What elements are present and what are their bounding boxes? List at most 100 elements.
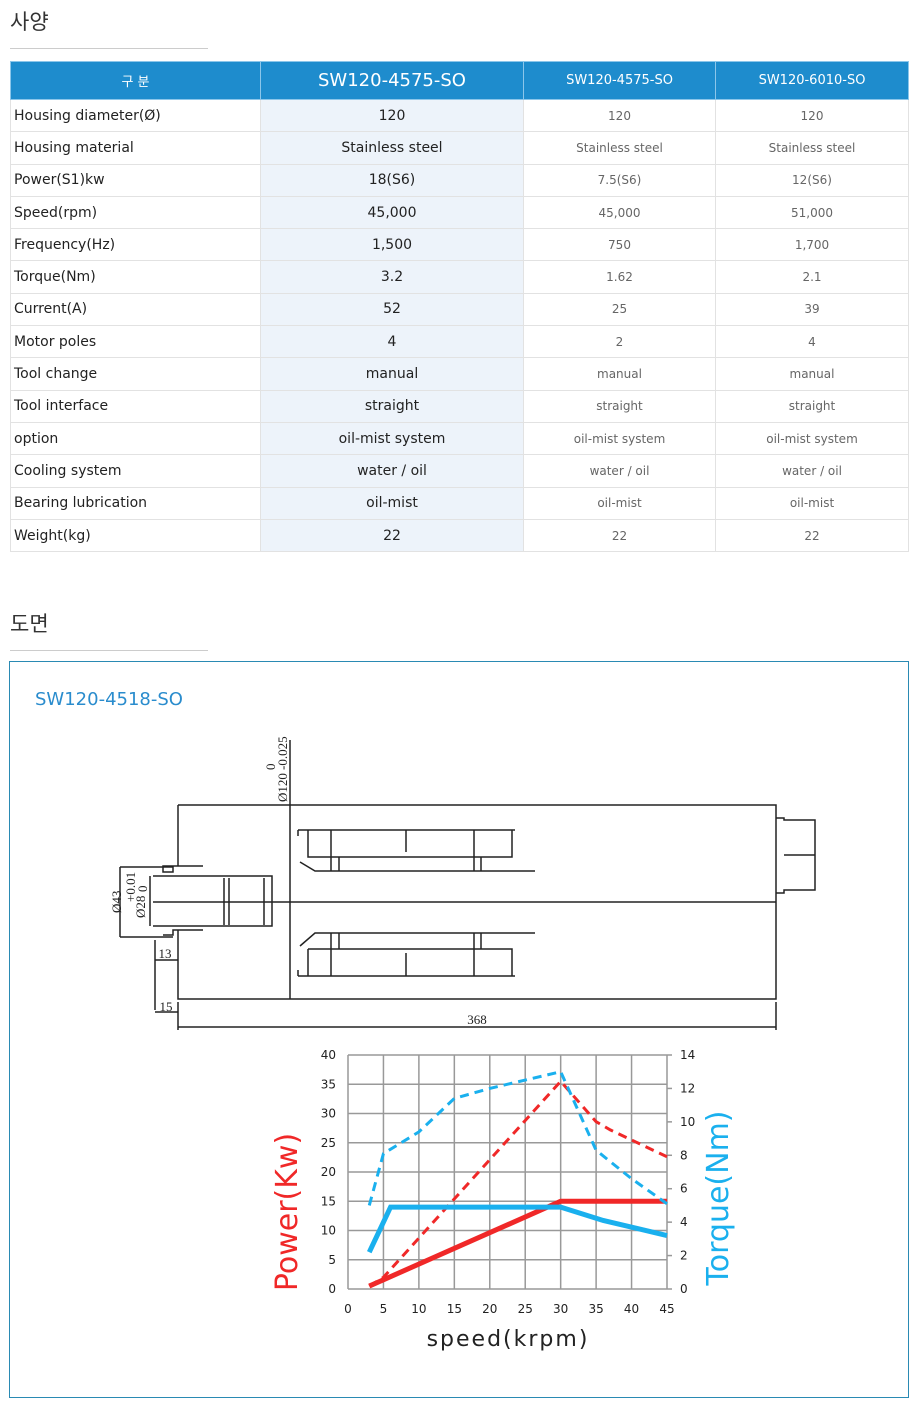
x-tick-label: 25: [518, 1302, 533, 1316]
y2-tick-label: 4: [680, 1215, 688, 1229]
spec-table: 구 분 SW120-4575-SO SW120-4575-SO SW120-60…: [10, 61, 909, 553]
drawing-section-title: 도면: [10, 612, 49, 636]
cell-value: 45,000: [260, 195, 524, 230]
cell-value: Stainless steel: [260, 131, 524, 165]
cell-value: 7.5(S6): [523, 163, 716, 197]
cell-value: oil-mist: [523, 486, 716, 520]
drawing-panel: [9, 661, 909, 1398]
cell-value: 120: [523, 98, 716, 133]
row-label: Bearing lubrication: [10, 486, 261, 520]
cell-value: 2.1: [715, 260, 909, 294]
row-label: Housing material: [10, 131, 261, 165]
header-model-2: SW120-4575-SO: [523, 61, 716, 100]
dim-d43: Ø43: [109, 891, 124, 913]
x-tick-label: 15: [447, 1302, 462, 1316]
cell-value: manual: [260, 357, 524, 391]
table-row: Bearing lubrication oil-mist oil-mist oil-m…: [10, 486, 909, 520]
y2-tick-label: 10: [680, 1115, 695, 1129]
cell-value: manual: [715, 357, 909, 391]
y-tick-label: 40: [321, 1048, 336, 1062]
x-tick-label: 10: [411, 1302, 426, 1316]
cell-value: 2: [523, 325, 716, 359]
cell-value: oil-mist: [260, 486, 524, 520]
cell-value: 3.2: [260, 260, 524, 294]
dim-d120-tol: -0.025: [275, 736, 290, 770]
y2-tick-label: 6: [680, 1182, 688, 1196]
dim-13: 13: [159, 946, 172, 961]
y2-tick-label: 2: [680, 1249, 688, 1263]
y-tick-label: 25: [321, 1136, 336, 1150]
y-tick-label: 5: [328, 1253, 336, 1267]
y-tick-label: 0: [328, 1282, 336, 1296]
y-tick-label: 20: [321, 1165, 336, 1179]
cell-value: oil-mist system: [260, 421, 524, 456]
table-header-row: 구 분 SW120-4575-SO SW120-4575-SO SW120-60…: [10, 61, 909, 100]
row-label: Cooling system: [10, 454, 261, 488]
table-row: Current(A) 52 25 39: [10, 292, 909, 327]
x-tick-label: 5: [380, 1302, 388, 1316]
divider: [10, 48, 208, 49]
y2-tick-label: 12: [680, 1081, 695, 1095]
y2-tick-label: 0: [680, 1282, 688, 1296]
cell-value: 52: [260, 292, 524, 327]
dim-d28-tol: 0: [135, 886, 150, 893]
dim-d120-tol-top: 0: [263, 764, 278, 771]
cell-value: oil-mist: [715, 486, 909, 520]
cell-value: Stainless steel: [523, 131, 716, 165]
y2-tick-label: 14: [680, 1048, 695, 1062]
x-tick-label: 30: [553, 1302, 568, 1316]
power-solid-line: [368, 1198, 667, 1289]
y-axis-label: Power(Kw): [270, 1133, 305, 1291]
spindle-outline: [119, 740, 816, 1030]
x-axis-label: speed(krpm): [427, 1327, 590, 1352]
torque-solid-line: [367, 1204, 668, 1254]
dim-15: 15: [160, 999, 173, 1014]
cell-value: oil-mist system: [523, 421, 716, 456]
y-tick-label: 35: [321, 1077, 336, 1091]
x-tick-label: 35: [588, 1302, 603, 1316]
header-model-3: SW120-6010-SO: [715, 61, 909, 100]
row-label: Frequency(Hz): [10, 228, 261, 262]
cell-value: 4: [260, 325, 524, 359]
header-model-main: SW120-4575-SO: [260, 61, 524, 100]
dim-368: 368: [467, 1012, 487, 1027]
cell-value: water / oil: [260, 454, 524, 488]
dim-d28-tol-top: +0.01: [123, 872, 138, 902]
y-tick-label: 15: [321, 1194, 336, 1208]
dim-d120: Ø120: [275, 773, 290, 802]
table-row: Tool interface straight straight straight: [10, 389, 909, 423]
table-row: Cooling system water / oil water / oil wate…: [10, 454, 909, 488]
table-row: Housing material Stainless steel Stainless…: [10, 131, 909, 165]
cell-value: 22: [715, 518, 909, 553]
cell-value: straight: [523, 389, 716, 423]
cell-value: 4: [715, 325, 909, 359]
x-tick-label: 40: [624, 1302, 639, 1316]
y2-tick-label: 8: [680, 1148, 688, 1162]
cell-value: straight: [260, 389, 524, 423]
row-label: Housing diameter(Ø): [10, 98, 261, 133]
table-row: Tool change manual manual manual: [10, 357, 909, 391]
row-label: Power(S1)kw: [10, 163, 261, 197]
header-category: 구 분: [10, 61, 261, 100]
cell-value: 1,500: [260, 228, 524, 262]
drawing-model-title: SW120-4518-SO: [35, 689, 183, 710]
dim-d28: Ø28: [133, 896, 148, 918]
cell-value: 22: [523, 518, 716, 553]
performance-chart: 0 5 10 15 20 25 30 35 40 45 0 5 10 15 20 25 30 35 40 0 2 4 6 8 1…: [270, 1048, 736, 1352]
cell-value: straight: [715, 389, 909, 423]
power-dashed-line: [368, 1079, 668, 1288]
cell-value: water / oil: [523, 454, 716, 488]
x-tick-label: 20: [482, 1302, 497, 1316]
y-tick-label: 10: [321, 1224, 336, 1238]
row-label: Tool interface: [10, 389, 261, 423]
cell-value: 120: [260, 98, 524, 133]
cell-value: 22: [260, 518, 524, 553]
y2-axis-label: Torque(Nm): [701, 1111, 736, 1287]
table-row: Frequency(Hz) 1,500 750 1,700: [10, 228, 909, 262]
row-label: option: [10, 421, 261, 456]
cell-value: 45,000: [523, 195, 716, 230]
row-label: Motor poles: [10, 325, 261, 359]
table-row: Torque(Nm) 3.2 1.62 2.1: [10, 260, 909, 294]
table-row: option oil-mist system oil-mist system oil-…: [10, 421, 909, 456]
